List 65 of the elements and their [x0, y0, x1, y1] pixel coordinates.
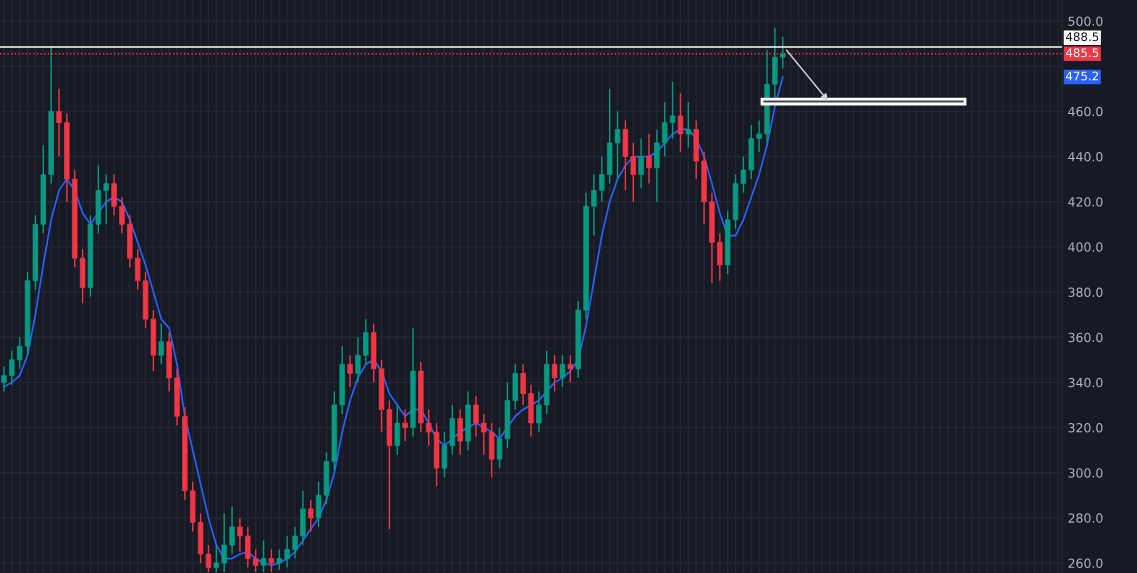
candlestick [756, 119, 762, 153]
candlestick [614, 110, 621, 180]
candlestick [551, 354, 558, 393]
candlestick [213, 544, 220, 573]
candlestick [16, 336, 23, 370]
candlestick [158, 322, 164, 366]
candlestick [669, 81, 676, 140]
candlestick [355, 336, 361, 384]
candlestick [567, 354, 574, 384]
candlestick [276, 548, 282, 571]
candlestick [638, 137, 644, 189]
candlestick [473, 395, 479, 438]
y-tick-label: 360.0 [1068, 332, 1103, 343]
candlestick [685, 101, 692, 149]
text: 475.2 [1065, 71, 1099, 81]
line-series [3, 76, 784, 567]
y-tick-label: 380.0 [1068, 287, 1103, 297]
candlestick [394, 404, 400, 456]
candlestick [457, 408, 463, 456]
candlestick [599, 155, 605, 203]
candlestick [717, 232, 723, 282]
candlestick [481, 413, 487, 456]
candlestick [646, 133, 652, 185]
candlestick [1, 365, 7, 393]
y-tick-label: 400.0 [1068, 242, 1103, 252]
candlestick [662, 101, 668, 158]
candlestick [56, 88, 62, 158]
candlestick [520, 363, 526, 406]
candlestick [441, 431, 448, 478]
candlestick [780, 36, 786, 70]
candlestick [591, 173, 597, 237]
y-tick-label: 460.0 [1068, 106, 1103, 117]
candlestick [308, 499, 314, 533]
candlestick [134, 248, 141, 291]
y-tick-label: 440.0 [1068, 151, 1103, 162]
candlestick [221, 512, 227, 573]
candlestick [237, 517, 243, 553]
candlestick [111, 173, 117, 216]
ref-line-label: 488.5 [1065, 32, 1099, 42]
candlestick [9, 350, 15, 386]
y-tick-label: 500.0 [1068, 16, 1103, 26]
candlestick [292, 526, 298, 560]
candlestick [260, 539, 267, 573]
y-tick-label: 300.0 [1068, 468, 1103, 478]
candlestick [103, 173, 109, 225]
y-tick-label: 340.0 [1068, 377, 1103, 388]
candlestick [347, 354, 353, 388]
candlestick [268, 548, 275, 573]
y-tick-label: 320.0 [1068, 423, 1103, 433]
candlestick [402, 408, 408, 442]
candlestick [284, 535, 290, 569]
y-tick-label: 420.0 [1068, 197, 1103, 207]
candlestick [363, 318, 369, 366]
candlestick [229, 505, 235, 555]
ref-line-label: 485.5 [1065, 48, 1099, 58]
candlestick [426, 408, 432, 447]
candlestick [677, 92, 684, 153]
candlestick [559, 354, 566, 388]
candlestick [252, 548, 259, 573]
candlestick [630, 142, 636, 203]
candlestick [119, 196, 125, 235]
candlestick [245, 526, 251, 569]
y-tick-label: 280.0 [1068, 513, 1103, 523]
candlestick [536, 390, 542, 433]
y-tick-label: 260.0 [1068, 558, 1103, 568]
